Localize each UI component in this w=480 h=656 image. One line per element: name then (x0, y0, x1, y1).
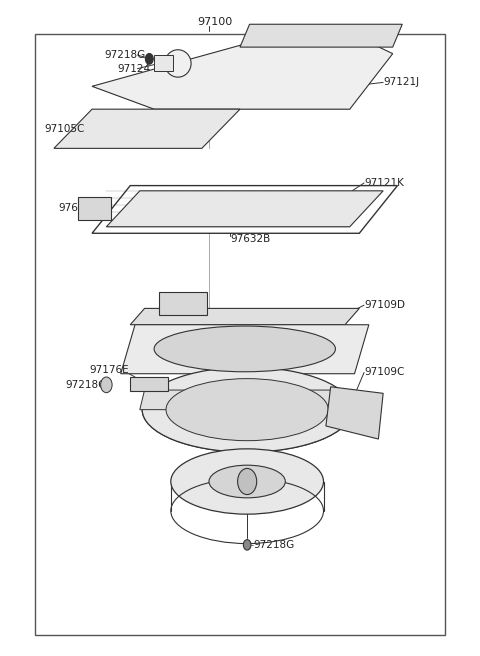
Text: 97100: 97100 (197, 17, 232, 28)
Ellipse shape (166, 379, 328, 441)
Ellipse shape (142, 367, 352, 452)
Ellipse shape (154, 326, 336, 372)
Polygon shape (159, 292, 206, 315)
Polygon shape (140, 390, 355, 409)
Polygon shape (130, 308, 360, 325)
Text: 97218G: 97218G (104, 50, 145, 60)
FancyBboxPatch shape (154, 55, 173, 72)
Text: 97105C: 97105C (44, 124, 84, 134)
Circle shape (238, 468, 257, 495)
Ellipse shape (209, 465, 285, 498)
Text: 97218G: 97218G (253, 540, 295, 550)
Text: 97632B: 97632B (230, 234, 271, 243)
Ellipse shape (165, 50, 191, 77)
Polygon shape (120, 325, 369, 374)
Ellipse shape (171, 449, 324, 514)
Text: 97109D: 97109D (364, 300, 405, 310)
Text: 97116: 97116 (185, 481, 218, 491)
Polygon shape (130, 377, 168, 392)
Polygon shape (326, 387, 383, 439)
Circle shape (145, 54, 153, 64)
Polygon shape (240, 24, 402, 47)
Polygon shape (92, 31, 393, 109)
Text: 97218G: 97218G (66, 380, 107, 390)
Text: 97127F: 97127F (321, 37, 360, 47)
Text: 97109C: 97109C (364, 367, 405, 377)
Circle shape (101, 377, 112, 393)
Text: 97121J: 97121J (383, 77, 420, 87)
Circle shape (243, 540, 251, 550)
Polygon shape (107, 191, 383, 227)
Polygon shape (78, 197, 111, 220)
Text: 97121K: 97121K (364, 178, 404, 188)
Text: 97155B: 97155B (183, 470, 223, 480)
Text: 97124: 97124 (117, 64, 150, 73)
Polygon shape (54, 109, 240, 148)
Text: 97620C: 97620C (59, 203, 99, 213)
Text: 97176E: 97176E (90, 365, 129, 375)
